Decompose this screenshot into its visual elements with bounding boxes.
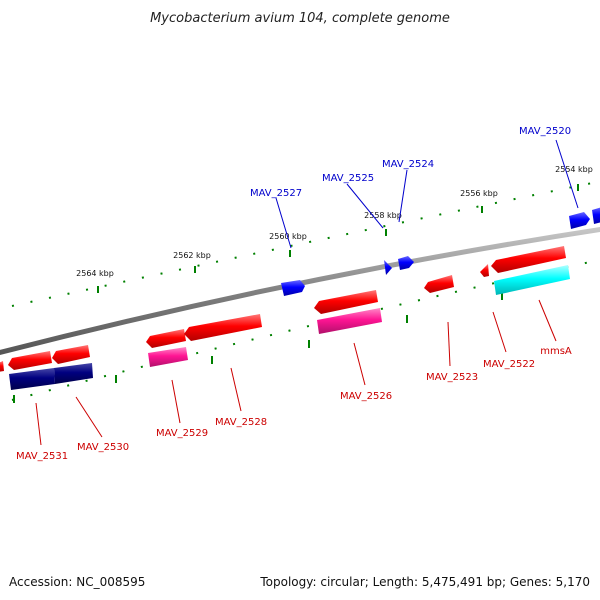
gene-label[interactable]: MAV_2524	[382, 159, 434, 170]
cds-mav-2531[interactable]	[9, 368, 55, 390]
map-title: Mycobacterium avium 104, complete genome	[150, 11, 450, 26]
gene-mav-2527[interactable]	[281, 280, 305, 296]
gene-label[interactable]: MAV_2527	[250, 188, 302, 199]
cds-mav-2530[interactable]	[54, 363, 93, 384]
gene-mav-2528[interactable]	[184, 314, 262, 341]
gene-label[interactable]: MAV_2526	[340, 391, 392, 402]
gene-forward-partial[interactable]	[592, 207, 600, 224]
gene-mmsa[interactable]	[491, 246, 566, 273]
gene-label[interactable]: MAV_2530	[77, 442, 129, 453]
kbp-label: 2558 kbp	[364, 211, 402, 220]
gene-mav-2520[interactable]	[569, 212, 590, 229]
kbp-label: 2554 kbp	[555, 165, 593, 174]
reverse-strand-genes	[0, 246, 566, 372]
label-connectors	[35, 139, 579, 446]
gene-label[interactable]: MAV_2523	[426, 372, 478, 383]
outer-tick-row	[11, 180, 600, 307]
cds-mmsa[interactable]	[494, 265, 570, 295]
gene-mav-2524[interactable]	[398, 256, 414, 270]
gene-mav-2531[interactable]	[8, 351, 52, 370]
gene-label[interactable]: MAV_2529	[156, 428, 208, 439]
gene-mav-2529[interactable]	[146, 329, 186, 348]
kbp-label: 2556 kbp	[460, 189, 498, 198]
gene-mav-2522[interactable]	[480, 264, 489, 277]
cds-features	[9, 265, 570, 390]
gene-mav-2526[interactable]	[314, 290, 378, 314]
cds-mav-2529[interactable]	[148, 347, 188, 367]
gene-label[interactable]: MAV_2528	[215, 417, 267, 428]
gene-partial-left[interactable]	[0, 361, 4, 372]
gene-label[interactable]: MAV_2522	[483, 359, 535, 370]
gene-label[interactable]: MAV_2531	[16, 451, 68, 462]
gene-label[interactable]: MAV_2520	[519, 126, 571, 137]
genome-summary-text: Topology: circular; Length: 5,475,491 bp…	[259, 575, 590, 589]
accession-text: Accession: NC_008595	[9, 575, 145, 589]
forward-strand-genes	[281, 207, 600, 296]
gene-label[interactable]: mmsA	[540, 346, 572, 357]
kbp-label: 2564 kbp	[76, 269, 114, 278]
gene-mav-2525[interactable]	[384, 260, 392, 275]
kbp-label: 2562 kbp	[173, 251, 211, 260]
gene-label[interactable]: MAV_2525	[322, 173, 374, 184]
gene-mav-2530[interactable]	[52, 345, 90, 364]
gene-mav-2523[interactable]	[424, 275, 454, 293]
cds-mav-2526[interactable]	[317, 308, 382, 334]
